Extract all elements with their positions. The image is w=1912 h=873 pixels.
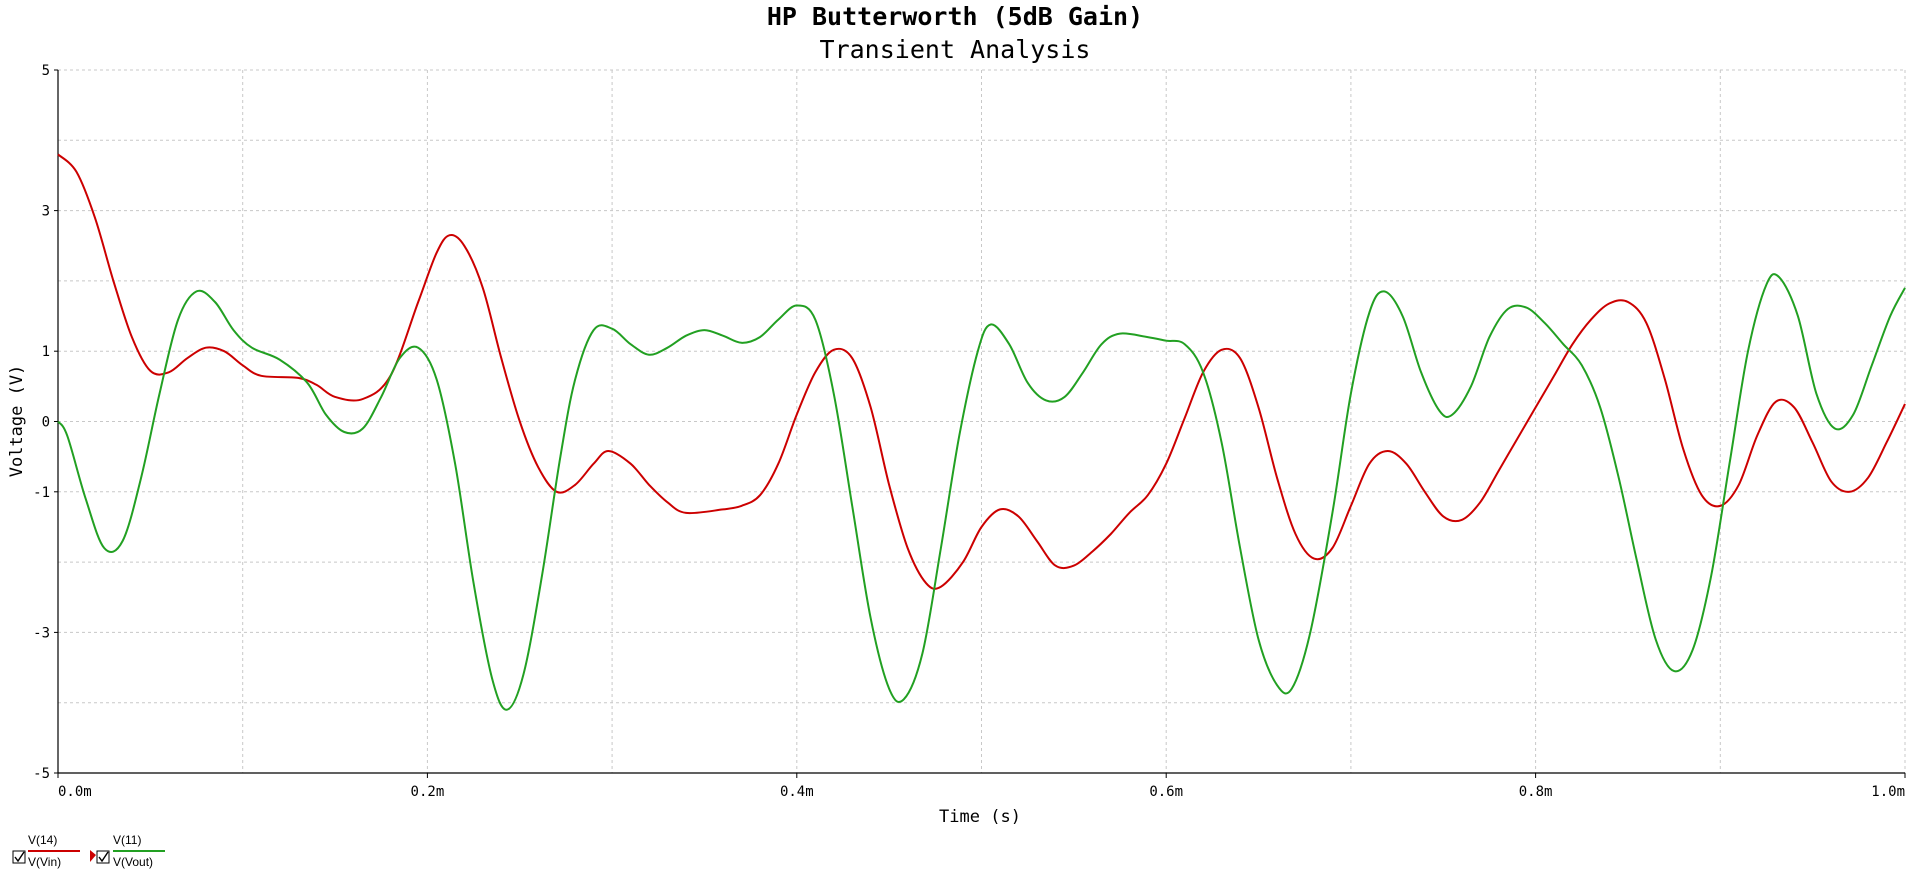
- chart-title: HP Butterworth (5dB Gain): [767, 2, 1143, 31]
- legend-label-vin: V(Vin): [28, 855, 61, 869]
- y-tick-label: -1: [33, 485, 50, 501]
- tick-labels: 0.0m 0.2m 0.4m 0.6m 0.8m 1.0m 5 3 1 0 -1 -3 -5: [33, 63, 1905, 800]
- x-tick-label: 1.0m: [1871, 784, 1905, 800]
- series-line-v-vout: [57, 273, 1906, 711]
- grid-lines: [57, 69, 1906, 774]
- x-tick-label: 0.8m: [1519, 784, 1553, 800]
- y-tick-label: 3: [42, 204, 50, 220]
- y-tick-label: 0: [42, 415, 50, 431]
- x-tick-label: 0.2m: [411, 784, 445, 800]
- legend-item-vin[interactable]: V(14) V(Vin): [12, 833, 80, 869]
- y-tick-label: -5: [33, 766, 50, 782]
- legend-separator-marker: [90, 850, 96, 862]
- series-lines: [57, 153, 1906, 711]
- y-tick-label: 1: [42, 344, 50, 360]
- legend-item-vout[interactable]: V(11) V(Vout): [96, 833, 165, 869]
- legend-label-vout: V(Vout): [113, 855, 153, 869]
- check-icon: [98, 851, 109, 863]
- chart-subtitle: Transient Analysis: [820, 35, 1091, 64]
- check-icon: [14, 851, 25, 863]
- x-tick-label: 0.4m: [780, 784, 814, 800]
- legend: V(14) V(Vin) V(11) V(Vout): [12, 833, 165, 869]
- legend-trace-vout: V(11): [113, 833, 141, 847]
- x-tick-label: 0.6m: [1149, 784, 1183, 800]
- y-tick-label: 5: [42, 63, 50, 79]
- legend-trace-vin: V(14): [28, 833, 57, 847]
- y-tick-label: -3: [33, 625, 50, 641]
- x-axis-label: Time (s): [939, 807, 1021, 827]
- x-tick-label: 0.0m: [58, 784, 92, 800]
- axes: [54, 69, 1906, 778]
- y-axis-label: Voltage (V): [7, 365, 27, 478]
